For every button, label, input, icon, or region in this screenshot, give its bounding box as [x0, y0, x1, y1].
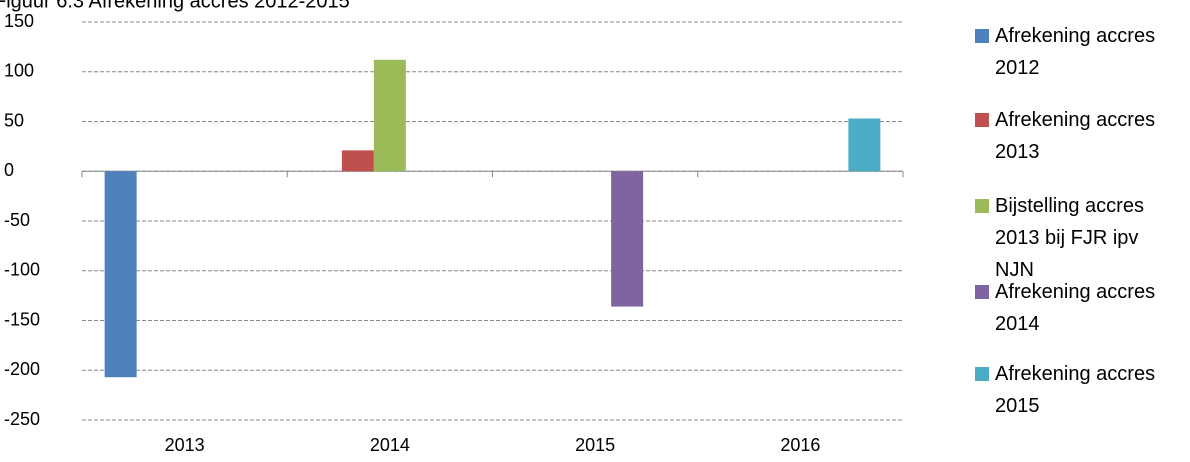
y-tick-label: -150 [4, 309, 40, 329]
legend-label: Afrekening accres 2015 [995, 363, 1156, 417]
y-tick-label: 0 [4, 160, 14, 180]
legend-label: Afrekening accres 2013 [995, 109, 1156, 163]
chart-title: Figuur 6.3 Afrekening accres 2012-2015 [0, 0, 350, 12]
legend-label: Afrekening accres 2012 [995, 25, 1156, 79]
y-tick-label: 100 [4, 61, 34, 81]
x-tick-label: 2013 [165, 435, 205, 455]
y-tick-label: 150 [4, 11, 34, 31]
bar [611, 171, 644, 307]
legend-swatch [975, 113, 989, 127]
legend-label: Afrekening accres 2014 [995, 281, 1156, 335]
legend-swatch [975, 367, 989, 381]
legend-swatch [975, 29, 989, 43]
x-tick-label: 2016 [780, 435, 820, 455]
x-tick-label: 2014 [370, 435, 410, 455]
bar [848, 118, 881, 172]
y-tick-label: -250 [4, 409, 40, 429]
bar [104, 171, 137, 378]
y-tick-label: -50 [4, 210, 30, 230]
bar [341, 150, 374, 172]
y-tick-label: 50 [4, 110, 24, 130]
y-tick-label: -200 [4, 359, 40, 379]
y-tick-label: -100 [4, 260, 40, 280]
legend-swatch [975, 285, 989, 299]
legend-label: Bijstelling accres 2013 bij FJR ipv NJN [995, 195, 1144, 281]
bar [373, 59, 406, 172]
legend-swatch [975, 199, 989, 213]
x-tick-label: 2015 [575, 435, 615, 455]
